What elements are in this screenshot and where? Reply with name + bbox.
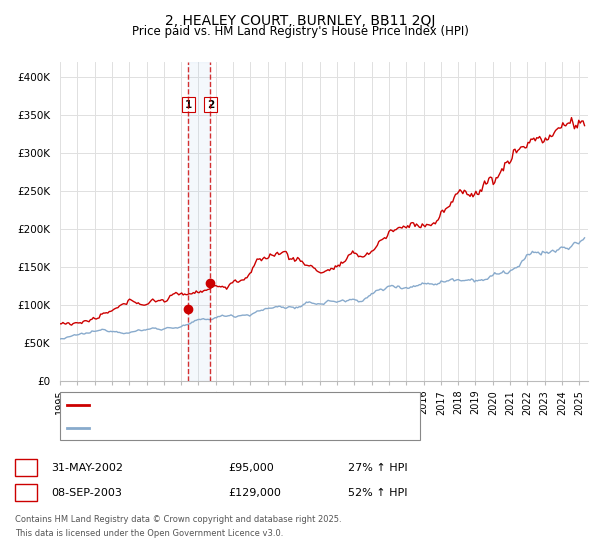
- Text: This data is licensed under the Open Government Licence v3.0.: This data is licensed under the Open Gov…: [15, 529, 283, 538]
- Text: 2: 2: [207, 100, 214, 110]
- Text: HPI: Average price, detached house, Burnley: HPI: Average price, detached house, Burn…: [93, 423, 326, 433]
- Text: 2, HEALEY COURT, BURNLEY, BB11 2QJ (detached house): 2, HEALEY COURT, BURNLEY, BB11 2QJ (deta…: [93, 400, 390, 410]
- Text: 52% ↑ HPI: 52% ↑ HPI: [348, 488, 407, 498]
- Text: £129,000: £129,000: [228, 488, 281, 498]
- Text: Price paid vs. HM Land Registry's House Price Index (HPI): Price paid vs. HM Land Registry's House …: [131, 25, 469, 38]
- Bar: [188, 62, 211, 381]
- Text: 27% ↑ HPI: 27% ↑ HPI: [348, 463, 407, 473]
- Text: 08-SEP-2003: 08-SEP-2003: [52, 488, 122, 498]
- Text: 2, HEALEY COURT, BURNLEY, BB11 2QJ: 2, HEALEY COURT, BURNLEY, BB11 2QJ: [165, 14, 435, 28]
- Text: Contains HM Land Registry data © Crown copyright and database right 2025.: Contains HM Land Registry data © Crown c…: [15, 515, 341, 524]
- Text: 1: 1: [185, 100, 192, 110]
- Text: 1: 1: [22, 463, 29, 473]
- Text: 2: 2: [22, 488, 29, 498]
- Text: 31-MAY-2002: 31-MAY-2002: [52, 463, 124, 473]
- Text: £95,000: £95,000: [228, 463, 274, 473]
